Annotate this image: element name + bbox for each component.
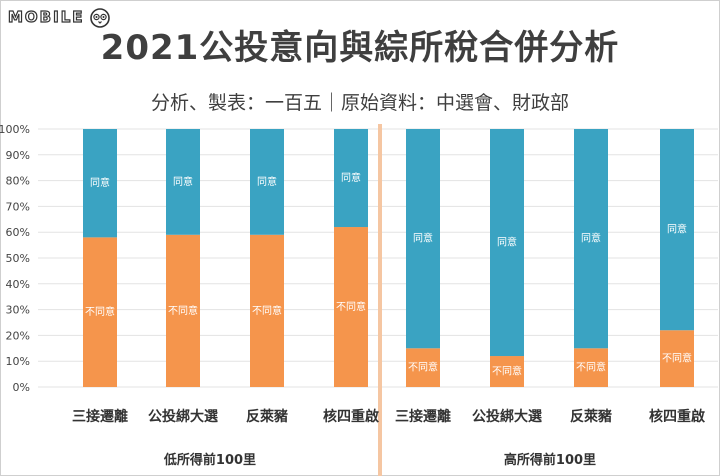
bar-data-label: 不同意 [576,361,606,374]
chart-subtitle: 分析、製表：一百五｜原始資料：中選會、財政部 [150,92,569,114]
group-label: 低所得前100里 [163,452,256,468]
logo-text: MOBILE [7,7,85,26]
bar-data-label: 不同意 [252,304,282,317]
x-tick-label: 核四重啟 [649,408,706,425]
x-tick-label: 公投綁大選 [472,408,542,425]
bar-data-label: 同意 [667,223,687,236]
bar-segment-agree [490,129,524,357]
bar-segment-disagree [406,348,440,387]
x-tick-label: 反萊豬 [246,408,288,425]
y-tick-label: 20% [6,329,30,342]
bar-segment-disagree [490,356,524,387]
y-tick-label: 10% [6,355,30,368]
bar-data-label: 不同意 [85,305,115,318]
bar-segment-agree [334,129,368,228]
y-tick-label: 40% [6,278,30,291]
bar-data-label: 同意 [581,232,601,245]
bar-segment-disagree [83,237,117,387]
bar-segment-disagree [334,227,368,387]
y-tick-label: 50% [6,252,30,265]
bar-data-label: 同意 [341,171,361,184]
y-tick-label: 80% [6,175,30,188]
y-tick-label: 100% [0,123,30,136]
bar-segment-agree [250,129,284,235]
y-tick-label: 30% [6,304,30,317]
bar-data-label: 不同意 [408,361,438,374]
owl-mascot-icon [89,8,110,28]
y-tick-label: 90% [6,149,30,162]
bar-segment-disagree [574,348,608,387]
y-tick-label: 0% [13,381,30,394]
bar-data-label: 不同意 [492,365,522,378]
bar-data-label: 不同意 [168,304,198,317]
bar-segment-disagree [166,234,200,387]
bar-segment-disagree [250,234,284,387]
bar-segment-agree [83,129,117,238]
bar-data-label: 同意 [257,175,277,188]
bar-data-label: 同意 [90,176,110,189]
bar-data-label: 不同意 [662,352,692,365]
bar-data-label: 同意 [173,175,193,188]
bar-segment-agree [574,129,608,349]
group-label: 高所得前100里 [504,452,596,468]
bar-segment-agree [166,129,200,235]
bar-data-label: 同意 [413,232,433,245]
bar-data-label: 同意 [497,236,517,249]
logo: MOBILE [7,6,111,28]
y-tick-label: 60% [6,226,30,239]
y-tick-label: 70% [6,200,30,213]
bar-segment-disagree [660,330,694,387]
bar-data-label: 不同意 [336,300,366,313]
x-tick-label: 三接遷離 [72,408,128,425]
x-tick-label: 核四重啟 [323,408,380,425]
bar-segment-agree [406,129,440,349]
x-tick-label: 公投綁大選 [148,408,218,425]
bar-segment-agree [660,129,694,331]
chart-title: 2021公投意向與綜所稅合併分析 [100,28,620,68]
x-tick-label: 三接遷離 [395,408,451,425]
x-tick-label: 反萊豬 [570,408,612,425]
